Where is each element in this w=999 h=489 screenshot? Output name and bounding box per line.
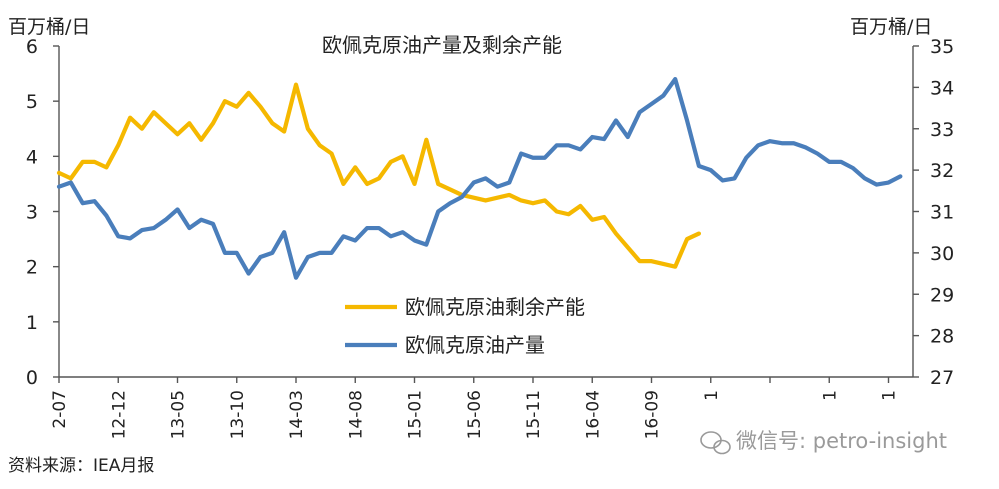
legend: 欧佩克原油剩余产能 欧佩克原油产量: [345, 295, 585, 357]
series-points-production: [58, 79, 901, 278]
left-tick-label: 5: [26, 91, 38, 113]
x-tick-label: 12-12: [109, 390, 129, 439]
right-axis-unit: 百万桶/日: [850, 16, 932, 38]
wechat-icon: [700, 431, 731, 455]
x-tick-label: 1: [702, 390, 722, 401]
source-note: 资料来源：IEA月报: [8, 456, 154, 476]
x-tick-label: 1: [820, 390, 840, 401]
x-tick-label: 15-11: [524, 390, 544, 439]
right-tick-label: 28: [930, 326, 954, 348]
series-line-production: [56, 76, 903, 280]
x-tick-label: 1: [880, 390, 900, 401]
x-tick-label: 13-10: [228, 390, 248, 439]
left-tick-label: 0: [26, 367, 38, 389]
x-tick-label: 15-06: [465, 390, 485, 439]
right-tick-label: 30: [930, 243, 954, 265]
legend-label-production: 欧佩克原油产量: [405, 333, 545, 357]
x-tick-label: 16-04: [583, 390, 603, 439]
left-tick-label: 4: [26, 146, 38, 168]
right-tick-label: 27: [930, 367, 954, 389]
right-tick-label: 31: [930, 202, 954, 224]
right-tick-label: 34: [930, 77, 954, 99]
left-tick-label: 2: [26, 257, 38, 279]
x-tick-label: 15-01: [406, 390, 426, 439]
series-points-spare-capacity: [58, 84, 700, 267]
left-tick-label: 6: [26, 36, 38, 58]
right-axis-ticks: 27 28 29 30 31 32 33 34 35: [913, 36, 954, 389]
series-line-spare-capacity: [56, 82, 702, 269]
right-tick-label: 32: [930, 160, 954, 182]
chart-title: 欧佩克原油产量及剩余产能: [322, 33, 562, 57]
left-tick-label: 3: [26, 202, 38, 224]
x-tick-label: 16-09: [643, 390, 663, 439]
right-tick-label: 33: [930, 119, 954, 141]
x-tick-label: 2-07: [50, 390, 70, 429]
left-axis-unit: 百万桶/日: [8, 16, 90, 38]
watermark-text: 微信号: petro-insight: [736, 429, 947, 453]
x-tick-label: 14-08: [346, 390, 366, 439]
legend-label-spare-capacity: 欧佩克原油剩余产能: [405, 295, 585, 319]
x-tick-label: 14-03: [287, 390, 307, 439]
left-axis-ticks: 0 1 2 3 4 5 6: [26, 36, 59, 389]
left-tick-label: 1: [26, 312, 38, 334]
right-tick-label: 35: [930, 36, 954, 58]
x-axis-ticks: 2-07 12-12 13-05 13-10 14-03 14-08 15-01 15-06 1…: [50, 377, 900, 439]
right-tick-label: 29: [930, 284, 954, 306]
watermark: 微信号: petro-insight: [700, 429, 947, 455]
x-tick-label: 13-05: [169, 390, 189, 439]
